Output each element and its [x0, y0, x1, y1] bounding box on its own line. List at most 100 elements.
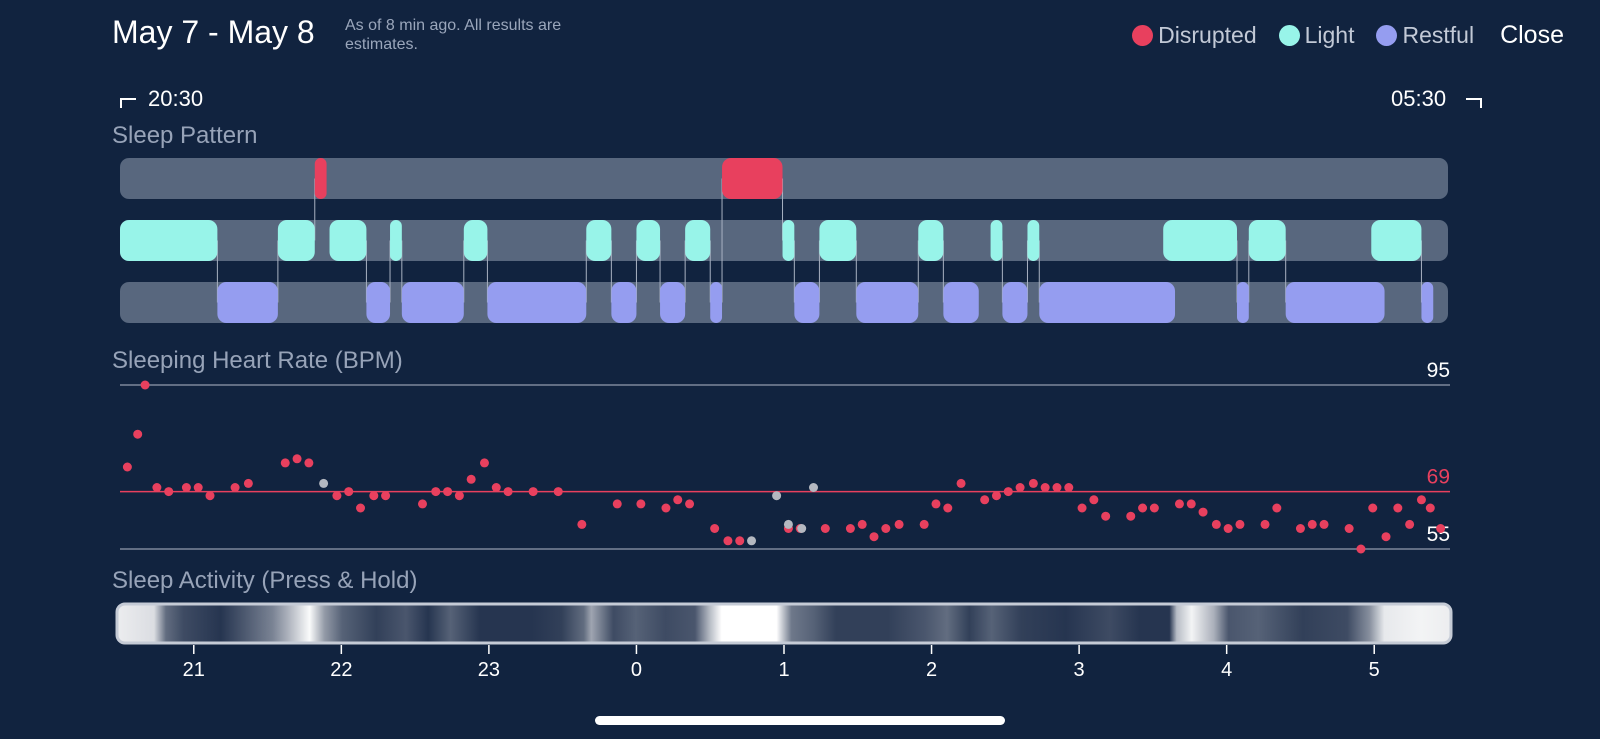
x-tick-label: 22 [330, 659, 352, 681]
heart-rate-point [332, 491, 342, 501]
home-indicator[interactable] [595, 716, 1005, 725]
heart-rate-point [164, 487, 174, 497]
heart-rate-point [1319, 519, 1329, 529]
heart-rate-point [956, 478, 966, 488]
sleep-segment-restful [366, 282, 391, 323]
heart-rate-point [1272, 503, 1282, 513]
sleep-segment-restful [1236, 282, 1249, 323]
sleep-segment-light [819, 220, 857, 261]
sleep-segment-restful [943, 282, 979, 323]
heart-rate-point [181, 483, 191, 492]
disrupted-dot-icon [1132, 25, 1154, 46]
sleep-segment-light [463, 220, 488, 261]
heart-rate-point [894, 519, 904, 529]
heart-rate-point [1149, 503, 1159, 513]
heart-rate-point [723, 536, 733, 546]
heart-rate-point [857, 519, 867, 529]
heart-rate-point [122, 462, 132, 472]
heart-rate-point [431, 487, 441, 497]
heart-rate-point [980, 495, 990, 505]
heart-rate-point [1064, 483, 1074, 492]
heart-rate-point [280, 458, 290, 468]
heart-rate-point [381, 491, 391, 501]
legend-item-light: Light [1278, 22, 1355, 49]
legend-label: Restful [1402, 22, 1475, 48]
heart-rate-point [1260, 519, 1270, 529]
sleep-segment-light [1163, 220, 1237, 261]
sleep-segment-restful [217, 282, 278, 323]
heart-rate-title: Sleeping Heart Rate (BPM) [112, 347, 403, 374]
start-time: 20:30 [148, 86, 204, 111]
sleep-segment-light [1027, 220, 1040, 261]
sleep-segment-light [918, 220, 944, 261]
heart-rate-point [1003, 487, 1013, 497]
heart-rate-point [1040, 483, 1050, 492]
heart-rate-point [1295, 524, 1305, 533]
heart-rate-point [205, 491, 215, 501]
x-tick-label: 3 [1074, 659, 1085, 681]
sleep-segment-light [990, 220, 1003, 261]
sleep-segment-light [685, 220, 711, 261]
heart-rate-point [1235, 519, 1245, 529]
heart-rate-point [193, 483, 203, 492]
heart-rate-point [797, 524, 807, 533]
sleep-segment-restful [660, 282, 686, 323]
x-tick-label: 0 [631, 659, 642, 681]
sleep-activity-chart[interactable]: 21 22 23 0 1 2 3 4 5 [115, 602, 1453, 681]
heart-rate-point [1416, 495, 1426, 505]
end-time: 05:30 [1391, 86, 1447, 111]
sleep-segment-light [1371, 220, 1422, 261]
heart-rate-point [319, 478, 329, 488]
x-tick-label: 2 [926, 659, 937, 681]
sleep-segment-restful [611, 282, 637, 323]
sleep-activity-title: Sleep Activity (Press & Hold) [112, 567, 418, 594]
heart-rate-point [845, 524, 855, 533]
sleep-segment-light [120, 220, 218, 261]
heart-rate-point [931, 499, 941, 509]
sleep-segment-restful [401, 282, 464, 323]
sleep-segment-disrupted [722, 158, 783, 199]
heart-rate-point [1381, 532, 1391, 542]
heart-rate-point [1174, 499, 1184, 509]
heart-rate-point [772, 491, 782, 501]
heart-rate-point [612, 499, 622, 509]
estimate-note: As of 8 min ago. All results are estimat… [345, 17, 562, 53]
pattern-track-disrupted [120, 158, 1448, 199]
legend-item-disrupted: Disrupted [1132, 22, 1257, 49]
legend-item-restful: Restful [1376, 22, 1474, 49]
heart-rate-point [133, 429, 143, 439]
legend-label: Light [1304, 22, 1355, 48]
sleep-segment-restful [856, 282, 919, 323]
heart-rate-point [454, 491, 464, 501]
heart-rate-point [243, 478, 253, 488]
heart-rate-point [1344, 524, 1354, 533]
sleep-pattern-title: Sleep Pattern [112, 122, 258, 149]
heart-rate-point [553, 487, 563, 497]
sleep-segment-restful [710, 282, 723, 323]
sleep-segment-disrupted [314, 158, 327, 199]
heart-rate-point [1307, 519, 1317, 529]
heart-rate-point [1186, 499, 1196, 509]
heart-rate-point [1368, 503, 1378, 513]
sleep-segment-restful [1421, 282, 1434, 323]
date-range-title: May 7 - May 8 [112, 14, 315, 50]
heart-rate-point [356, 503, 366, 513]
heart-rate-point [673, 495, 683, 505]
header: May 7 - May 8 As of 8 min ago. All resul… [0, 0, 1600, 80]
heart-rate-point [1393, 503, 1403, 513]
x-tick-label: 23 [478, 659, 500, 681]
heart-rate-point [1356, 544, 1366, 554]
sleep-segment-restful [487, 282, 587, 323]
heart-rate-point [869, 532, 879, 542]
heart-rate-point [661, 503, 671, 513]
heart-rate-point [1405, 519, 1415, 529]
legend-label: Disrupted [1158, 22, 1257, 48]
heart-rate-point [503, 487, 513, 497]
heart-rate-point [140, 380, 150, 390]
heart-rate-point [1425, 503, 1435, 513]
activity-strip [115, 602, 1453, 645]
heart-rate-point [1198, 507, 1208, 517]
close-button[interactable]: Close [1500, 21, 1564, 49]
heart-rate-point [443, 487, 453, 497]
heart-rate-point [292, 454, 302, 464]
